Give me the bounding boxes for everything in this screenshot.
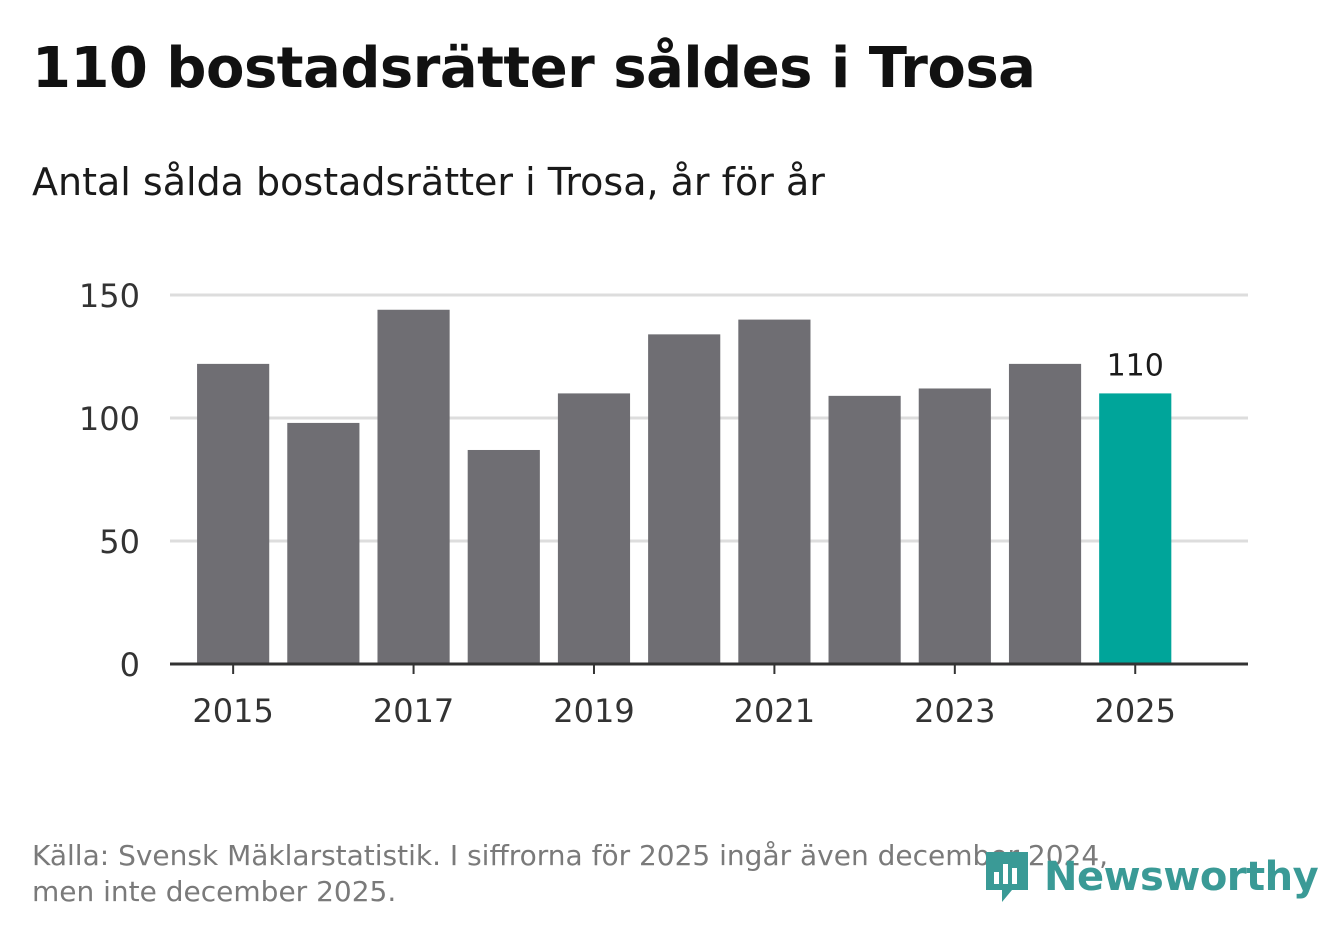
bar-2024 bbox=[1008, 363, 1082, 664]
bar-2018 bbox=[467, 449, 540, 664]
y-tick-label-150: 150 bbox=[79, 277, 140, 315]
brand-name: Newsworthy bbox=[1044, 854, 1319, 900]
bar-2016 bbox=[287, 422, 360, 664]
x-tick-label-2025: 2025 bbox=[1095, 692, 1176, 730]
bar-2022 bbox=[828, 395, 901, 664]
labels: 0 50 100 150 2015 2017 2019 2021 2023 2025 110 bbox=[79, 277, 1176, 730]
y-tick-label-0: 0 bbox=[120, 646, 140, 684]
chart-title: 110 bostadsrätter såldes i Trosa bbox=[32, 36, 1036, 101]
x-tick-label-2017: 2017 bbox=[373, 692, 454, 730]
x-tick-label-2015: 2015 bbox=[192, 692, 273, 730]
chart-subtitle: Antal sålda bostadsrätter i Trosa, år fö… bbox=[32, 160, 825, 204]
y-tick-label-100: 100 bbox=[79, 400, 140, 438]
source-line-1: Källa: Svensk Mäklarstatistik. I siffror… bbox=[32, 839, 1109, 872]
x-tick-label-2019: 2019 bbox=[553, 692, 634, 730]
bar-chart: 0 50 100 150 2015 2017 2019 2021 2023 2025 110 bbox=[79, 277, 1248, 730]
bar-2017 bbox=[377, 309, 450, 664]
bar-2020 bbox=[648, 334, 721, 664]
axes bbox=[170, 662, 1248, 674]
bar-2023 bbox=[918, 388, 991, 664]
newsworthy-logo-icon bbox=[986, 852, 1028, 902]
bar-2015 bbox=[197, 363, 270, 664]
bars bbox=[197, 309, 1172, 664]
x-tick-label-2021: 2021 bbox=[734, 692, 815, 730]
y-tick-label-50: 50 bbox=[99, 523, 140, 561]
bar-2019 bbox=[557, 393, 631, 664]
source-line-2: men inte december 2025. bbox=[32, 875, 397, 908]
data-label-2025: 110 bbox=[1107, 348, 1164, 383]
bar-2021 bbox=[738, 319, 811, 664]
bar-2025 bbox=[1099, 393, 1172, 664]
source-note: Källa: Svensk Mäklarstatistik. I siffror… bbox=[32, 838, 1108, 910]
brand-logo: Newsworthy bbox=[982, 848, 1319, 906]
x-tick-label-2023: 2023 bbox=[914, 692, 995, 730]
